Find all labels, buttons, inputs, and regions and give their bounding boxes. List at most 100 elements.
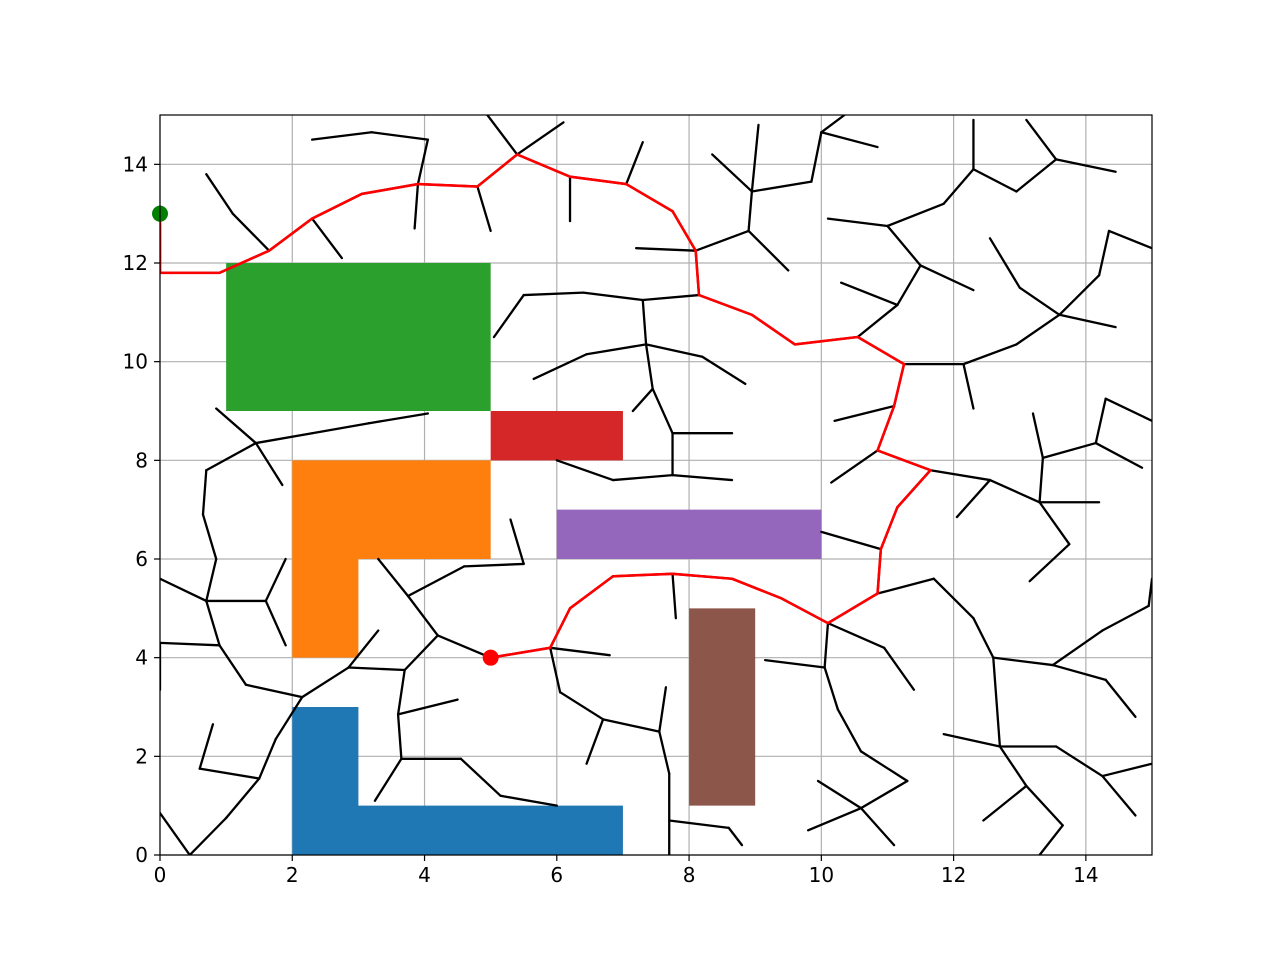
tree-edge (310, 217, 344, 260)
tree-edge (962, 343, 1018, 366)
tree-edge (840, 281, 899, 307)
tree-edge (644, 343, 704, 358)
tree-edge (215, 407, 258, 445)
tree-edge (347, 629, 380, 669)
tree-edge (810, 131, 823, 183)
tree-edge (274, 695, 304, 741)
tree-edge (826, 621, 886, 649)
tree-edge (962, 362, 975, 410)
tree-edge (750, 123, 760, 193)
tree-edge (413, 182, 420, 230)
tree-edge (658, 686, 668, 733)
tree-edge (406, 565, 466, 598)
tree-edge (549, 646, 611, 657)
obstacle-5 (556, 509, 822, 559)
tree-edge (886, 202, 945, 228)
tree-edge (201, 513, 218, 561)
tree-edge (396, 668, 406, 716)
tree-edge (1101, 774, 1137, 817)
tree-edge (1025, 784, 1064, 827)
tree-edge (1031, 412, 1045, 460)
tree-edge (396, 698, 459, 716)
path (160, 153, 932, 659)
tree-edge (972, 168, 1018, 193)
tree-edge (992, 656, 1002, 748)
x-tick-label: 14 (1073, 863, 1098, 887)
tree-edge (859, 750, 909, 783)
tree-edge (499, 794, 558, 807)
tree-edge (836, 708, 863, 753)
plot-frame (159, 114, 1153, 856)
tree-edge (555, 459, 615, 482)
tree-edge (1097, 229, 1111, 277)
tree-edge (244, 683, 304, 699)
tree-edge (463, 562, 525, 568)
x-tick-label: 0 (154, 863, 167, 887)
y-tick-label: 10 (123, 350, 148, 374)
y-tick-label: 6 (135, 547, 148, 571)
tree-edge (711, 153, 754, 193)
tree-edge (1101, 762, 1152, 778)
x-tick-label: 2 (286, 863, 299, 887)
tree-edge (1015, 313, 1061, 346)
tree-edge (1038, 456, 1045, 504)
tree-edge (694, 229, 750, 252)
tree-edge (1051, 663, 1107, 682)
obstacle-6 (689, 608, 756, 806)
tree-edge (416, 138, 429, 186)
tree-edge (701, 355, 747, 386)
tree-edge (254, 432, 314, 445)
tree-edge (160, 577, 208, 603)
obstacle-4 (490, 411, 623, 461)
tree-edge (942, 732, 1002, 748)
tree-edge (823, 621, 830, 669)
tree-edge (932, 577, 975, 620)
tree-edge (1038, 501, 1071, 546)
tree-edge (377, 557, 410, 598)
tree-edge (750, 180, 813, 193)
tree-edge (347, 666, 406, 672)
tree-edge (1054, 158, 1117, 173)
tree-edge (436, 634, 492, 659)
tree-edge (806, 806, 863, 832)
tree-edge (823, 666, 840, 711)
tree-edge (671, 572, 677, 620)
tree-edge (205, 557, 218, 603)
tree-edge (820, 530, 883, 551)
tree-edge (982, 784, 1028, 822)
tree-edge (826, 217, 889, 228)
tree-edge (1104, 397, 1152, 423)
tree-edge (585, 718, 605, 765)
tree-edge (1018, 286, 1061, 316)
tree-edge (635, 247, 697, 252)
tree-edge (763, 658, 826, 669)
tree-edge (988, 478, 1041, 504)
tree-edge (972, 617, 995, 659)
tree-edge (188, 816, 228, 855)
tree-edge (998, 745, 1028, 788)
tree-edge (611, 473, 674, 482)
tree-edge (310, 131, 373, 141)
tree-edge (160, 641, 221, 647)
tree-edge (644, 343, 654, 390)
tree-edge (406, 594, 439, 637)
x-tick-label: 8 (683, 863, 696, 887)
tree-edge (1107, 229, 1152, 250)
tree-edge (1101, 604, 1150, 632)
obstacle-3 (226, 263, 491, 411)
axes: 0 2 4 6 8 10 12 14 0 2 4 6 8 10 12 14 (123, 152, 1099, 887)
tree-edge (1038, 824, 1064, 855)
tree-edge (264, 599, 287, 647)
tree-edge (727, 826, 744, 847)
tree-edge (515, 121, 565, 156)
start-marker (482, 649, 499, 666)
tree-edge (1015, 158, 1058, 193)
tree-edge (955, 478, 992, 519)
tree-edge (476, 185, 492, 233)
obstacles (226, 263, 822, 855)
tree-edge (218, 644, 248, 686)
y-tick-label: 12 (123, 251, 148, 275)
tree-edge (859, 806, 896, 847)
tree-edge (641, 293, 701, 302)
